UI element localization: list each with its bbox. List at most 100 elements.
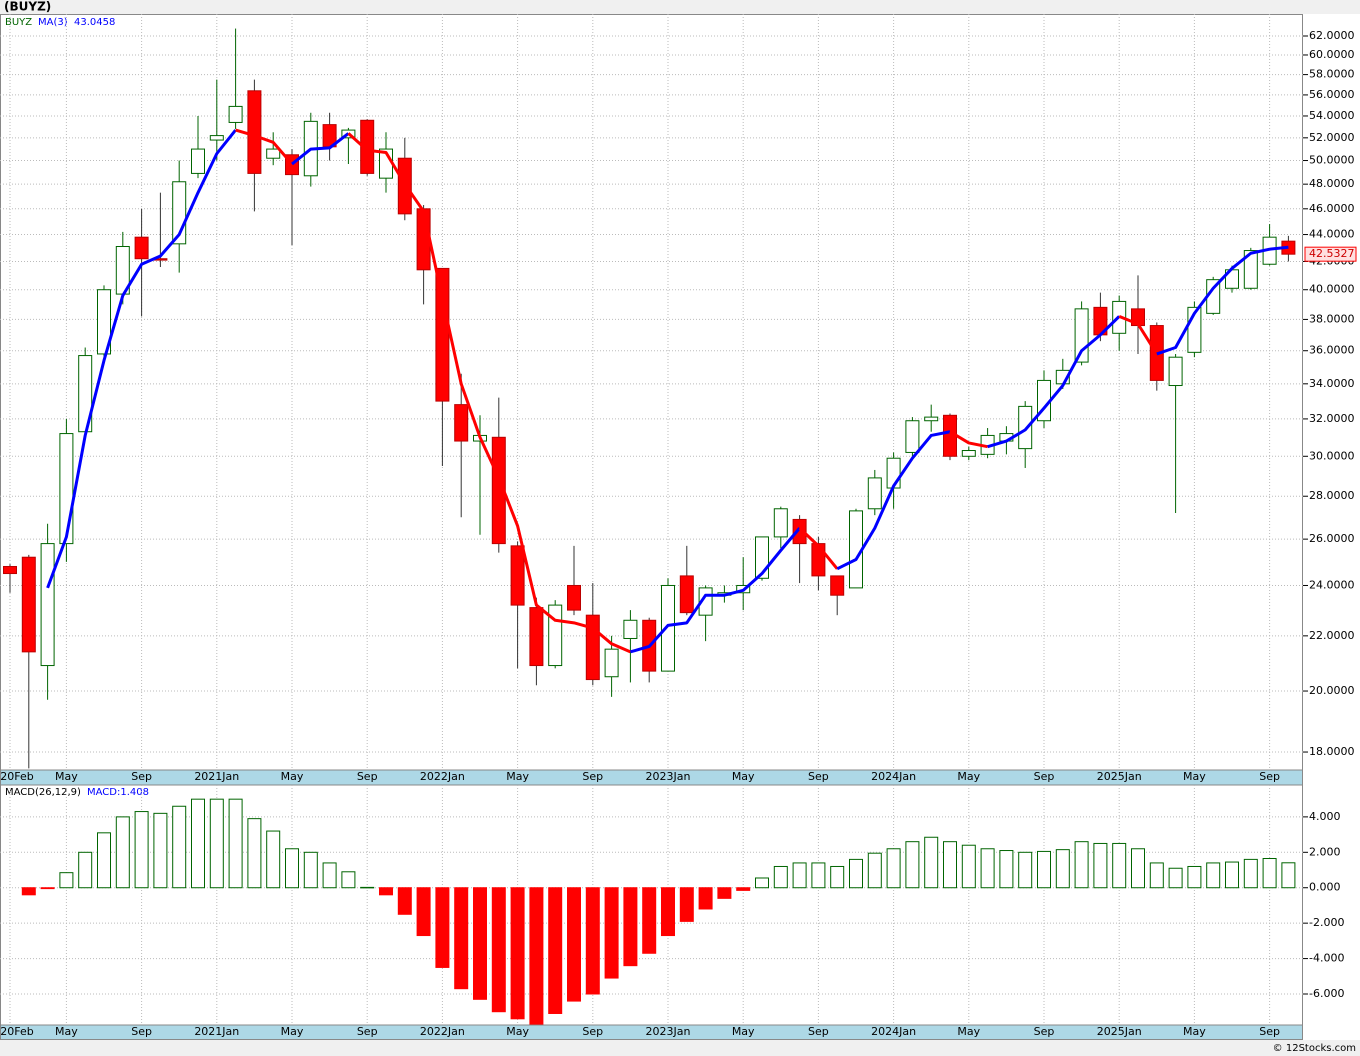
macd-bar [623, 887, 638, 967]
footer: © 12Stocks.com [1273, 1043, 1356, 1054]
x-tick-label: 2022Jan [420, 770, 465, 783]
y-tick-label: 2.000 [1309, 845, 1341, 858]
candle-body [830, 575, 845, 596]
macd-bar [529, 887, 544, 1025]
macd-bar [755, 877, 769, 889]
macd-bar [943, 841, 957, 889]
macd-bar [1055, 849, 1070, 889]
ma-line [347, 132, 631, 654]
y-tick-label: 48.0000 [1309, 177, 1355, 190]
ma-line [629, 527, 801, 654]
candle-body [59, 433, 74, 545]
x-tick-label: 2022Jan [420, 1025, 465, 1038]
x-tick-label: Sep [582, 1025, 603, 1038]
macd-bar [585, 887, 600, 995]
macd-bar [397, 887, 412, 915]
y-tick-label: 52.0000 [1309, 131, 1355, 144]
candle-body [360, 119, 375, 174]
y-tick-label: 28.0000 [1309, 489, 1355, 502]
x-tick-label: 2021Jan [194, 770, 239, 783]
macd-bar [961, 844, 976, 889]
candle-body [435, 267, 450, 402]
macd-bar [341, 871, 356, 889]
x-tick-label: May [732, 1025, 755, 1038]
macd-bar [1037, 850, 1051, 889]
macd-bar [1093, 842, 1108, 889]
x-tick-label: 2020Feb [0, 1025, 34, 1038]
ma-line [291, 132, 350, 166]
macd-bar [416, 887, 431, 937]
y-tick-label: -4.000 [1309, 952, 1344, 965]
macd-bar [40, 887, 55, 890]
candle-body [961, 450, 976, 457]
macd-bar [491, 887, 506, 1013]
x-tick-label: May [957, 770, 980, 783]
macd-bar [679, 887, 694, 922]
x-tick-label: May [55, 770, 78, 783]
x-tick-label: 2025Jan [1097, 1025, 1142, 1038]
macd-bar [924, 836, 939, 889]
legend-ma-value: 43.0458 [74, 17, 115, 28]
y-tick-label: 40.0000 [1309, 283, 1355, 296]
macd-bar [510, 887, 525, 1020]
macd-bar [773, 865, 788, 889]
x-tick-label: Sep [357, 1025, 378, 1038]
macd-value: MACD:1.408 [87, 787, 149, 798]
macd-bar [134, 811, 149, 889]
ma-line [1156, 245, 1289, 356]
candle-body [1018, 405, 1033, 450]
candle-body [510, 545, 525, 606]
y-tick-label: 30.0000 [1309, 449, 1355, 462]
x-tick-label: May [506, 1025, 529, 1038]
y-tick-label: 22.0000 [1309, 629, 1355, 642]
macd-bar [379, 887, 393, 896]
x-tick-label: May [1183, 770, 1206, 783]
y-tick-label: 58.0000 [1309, 68, 1355, 81]
macd-bar [228, 798, 243, 889]
candle-body [604, 648, 619, 678]
macd-bar [1262, 858, 1277, 889]
macd-bar [1225, 861, 1239, 889]
candle-body [209, 135, 224, 141]
macd-bar [266, 830, 281, 889]
x-tick-label: May [957, 1025, 980, 1038]
macd-title: MACD(26,12,9) [5, 787, 81, 798]
macd-bar [209, 798, 224, 889]
y-tick-label: 56.0000 [1309, 88, 1355, 101]
macd-bar [736, 887, 751, 891]
macd-bar [1112, 842, 1127, 889]
chart-title: (BUYZ) [4, 0, 51, 14]
x-tick-label: Sep [808, 770, 829, 783]
macd-bar [1149, 862, 1164, 889]
candle-body [905, 420, 920, 453]
candle-body [773, 508, 788, 538]
macd-bar [717, 887, 732, 899]
macd-bar [153, 812, 168, 889]
x-tick-label: 2024Jan [871, 770, 916, 783]
macd-bar [303, 851, 318, 889]
candle-body [1074, 308, 1089, 363]
macd-bar [473, 887, 487, 1000]
macd-bar [454, 887, 469, 990]
x-tick-label: Sep [357, 770, 378, 783]
macd-bar [115, 816, 130, 889]
candle-body [21, 556, 36, 653]
macd-bar [97, 832, 111, 889]
macd-bar [435, 887, 450, 968]
macd-bar [849, 858, 863, 889]
y-tick-label: 32.0000 [1309, 412, 1355, 425]
macd-bar [792, 862, 807, 889]
macd-bar [811, 862, 826, 889]
date-band [0, 770, 1303, 785]
y-tick-label: -2.000 [1309, 916, 1344, 929]
x-tick-label: Sep [131, 770, 152, 783]
y-tick-label: 54.0000 [1309, 109, 1355, 122]
candle-body [97, 289, 111, 355]
legend-symbol: BUYZ [5, 17, 32, 28]
candle-body [134, 236, 149, 260]
x-tick-label: May [1183, 1025, 1206, 1038]
macd-bar [980, 848, 995, 889]
macd-bar [642, 887, 657, 954]
frame [0, 14, 1303, 1040]
ma-line [987, 315, 1121, 449]
